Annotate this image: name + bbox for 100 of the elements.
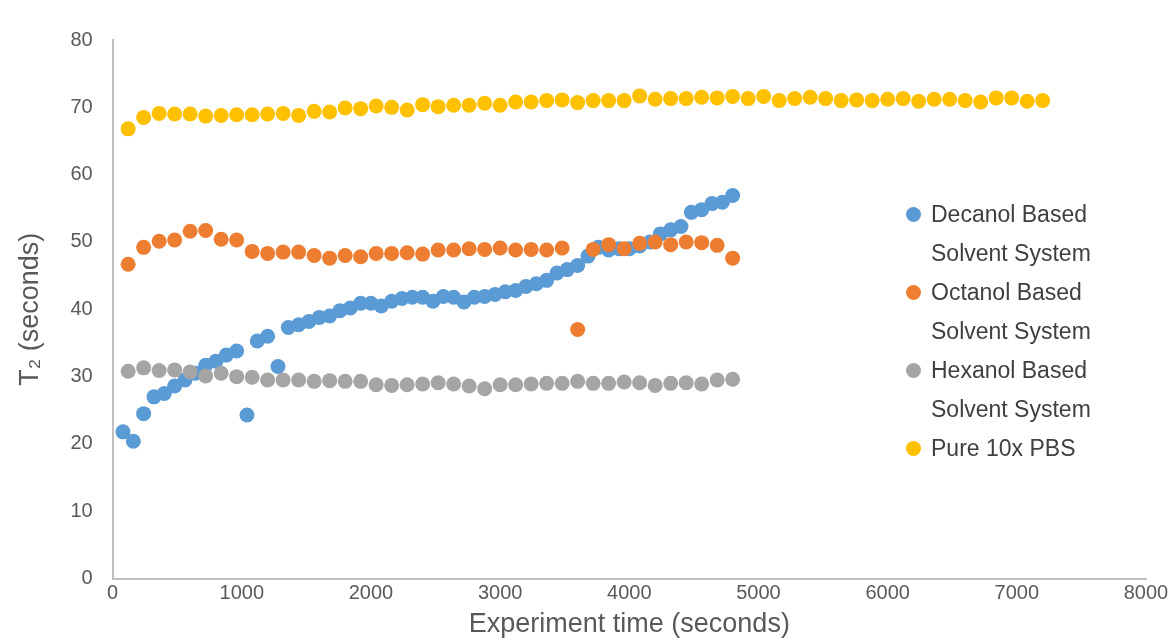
point [244, 369, 260, 385]
point [756, 89, 772, 105]
point [430, 99, 446, 115]
point [988, 90, 1004, 106]
point [632, 375, 648, 391]
point [244, 107, 260, 123]
x-tick-label: 1000 [219, 581, 265, 604]
point [725, 188, 741, 204]
point [198, 223, 214, 239]
point [802, 89, 818, 105]
point [647, 234, 663, 250]
point [322, 373, 338, 389]
point [694, 376, 710, 392]
legend-label: Octanol Based Solvent System [931, 278, 1092, 346]
point [508, 377, 524, 393]
legend-label: Pure 10x PBS [931, 434, 1076, 463]
point [182, 106, 198, 122]
point [270, 359, 286, 375]
point [523, 94, 539, 110]
point [136, 360, 152, 376]
point [399, 102, 415, 118]
point [156, 385, 172, 401]
point [647, 91, 663, 107]
y-tick-label: 50 [70, 229, 93, 252]
point [477, 95, 493, 111]
point [368, 377, 384, 393]
point [508, 242, 524, 258]
point [306, 373, 322, 389]
point [151, 105, 167, 121]
point [477, 241, 493, 257]
point [570, 258, 586, 274]
point [198, 108, 214, 124]
point [275, 105, 291, 121]
point [353, 373, 369, 389]
point [709, 237, 725, 253]
point [570, 322, 586, 337]
point [895, 91, 911, 107]
point [275, 244, 291, 260]
point [585, 375, 601, 391]
point [663, 237, 679, 253]
y-axis-title: T₂ (seconds) [13, 232, 44, 386]
point [446, 97, 462, 113]
point [616, 241, 632, 257]
x-axis-title: Experiment time (seconds) [468, 608, 790, 639]
point [167, 106, 183, 122]
point [229, 232, 245, 248]
point [523, 376, 539, 392]
point [229, 107, 245, 123]
point [709, 372, 725, 388]
point [911, 93, 927, 109]
point [539, 242, 555, 258]
point [539, 272, 555, 288]
point [136, 109, 152, 125]
point [415, 97, 431, 113]
point [601, 237, 617, 253]
point [523, 241, 539, 257]
point [787, 91, 803, 107]
point [239, 407, 255, 423]
point [430, 375, 446, 391]
point [725, 89, 741, 105]
point [353, 249, 369, 265]
point [384, 99, 400, 115]
point [678, 91, 694, 107]
point [120, 256, 136, 272]
point [539, 375, 555, 391]
x-tick-label: 0 [107, 581, 119, 604]
point [260, 245, 276, 261]
legend-label: Decanol Based Solvent System [931, 200, 1092, 268]
point [818, 91, 834, 107]
y-tick-label: 20 [70, 431, 93, 454]
point [725, 371, 741, 387]
point [446, 242, 462, 258]
point [399, 377, 415, 393]
point [570, 373, 586, 389]
point [120, 363, 136, 379]
point [632, 88, 648, 104]
point [508, 94, 524, 110]
point [864, 93, 880, 109]
point [182, 364, 198, 380]
point [957, 93, 973, 109]
point [709, 90, 725, 106]
y-tick-label: 10 [70, 498, 93, 521]
y-tick-label: 60 [70, 162, 93, 185]
point [616, 374, 632, 390]
point [461, 97, 477, 113]
point [260, 328, 276, 344]
point [694, 235, 710, 251]
point [673, 218, 689, 234]
point [714, 194, 730, 210]
point [115, 424, 131, 440]
point [973, 94, 989, 110]
point [446, 376, 462, 392]
x-tick-label: 5000 [736, 581, 781, 604]
point [554, 375, 570, 391]
point [337, 373, 353, 389]
point [125, 433, 141, 449]
point [213, 107, 229, 123]
point [461, 378, 477, 394]
point [492, 240, 508, 256]
point [151, 363, 167, 379]
